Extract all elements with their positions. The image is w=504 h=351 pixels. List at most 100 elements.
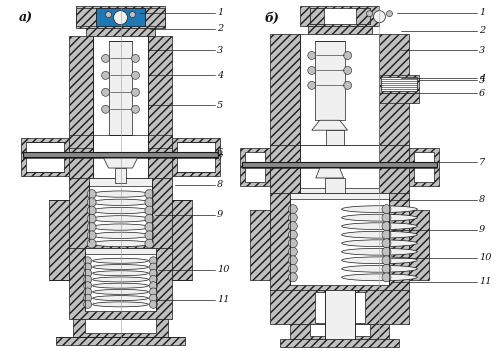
Text: 6: 6 <box>217 147 223 157</box>
Text: 1: 1 <box>479 8 485 17</box>
Bar <box>326 130 344 145</box>
Circle shape <box>308 81 316 90</box>
Circle shape <box>145 239 154 248</box>
Bar <box>96 8 146 26</box>
Bar <box>148 35 172 145</box>
Circle shape <box>382 273 391 282</box>
Bar <box>108 40 133 135</box>
Circle shape <box>149 282 157 290</box>
Text: 5: 5 <box>217 101 223 110</box>
Ellipse shape <box>342 214 417 221</box>
Circle shape <box>288 213 297 222</box>
Circle shape <box>288 264 297 273</box>
Circle shape <box>288 230 297 239</box>
Circle shape <box>87 231 96 240</box>
Ellipse shape <box>92 207 149 214</box>
Ellipse shape <box>342 257 417 264</box>
Text: 9: 9 <box>217 210 223 219</box>
Ellipse shape <box>92 191 149 197</box>
Bar <box>380 93 419 103</box>
Text: б): б) <box>265 12 280 25</box>
Bar <box>325 290 355 339</box>
Circle shape <box>288 205 297 214</box>
Circle shape <box>382 230 391 239</box>
Ellipse shape <box>93 265 148 270</box>
Circle shape <box>382 222 391 231</box>
Circle shape <box>145 206 154 215</box>
Bar <box>242 162 437 167</box>
Circle shape <box>87 206 96 215</box>
Bar <box>414 152 434 182</box>
Bar <box>315 292 364 323</box>
Bar <box>409 148 439 186</box>
Circle shape <box>288 247 297 256</box>
Text: 1: 1 <box>217 8 223 17</box>
Bar <box>310 8 324 24</box>
Circle shape <box>87 239 96 248</box>
Circle shape <box>84 282 92 290</box>
Bar <box>85 248 156 254</box>
Bar <box>310 324 369 336</box>
Bar <box>114 168 127 183</box>
Bar <box>356 8 369 24</box>
Circle shape <box>145 223 154 232</box>
Circle shape <box>84 263 92 271</box>
Circle shape <box>132 54 140 62</box>
Circle shape <box>87 214 96 223</box>
Text: 9: 9 <box>479 225 485 234</box>
Text: 4: 4 <box>217 71 223 80</box>
Bar <box>86 28 155 35</box>
Bar <box>409 210 429 280</box>
Circle shape <box>102 71 109 79</box>
Circle shape <box>113 11 128 25</box>
Ellipse shape <box>93 290 148 294</box>
Circle shape <box>84 300 92 308</box>
Circle shape <box>149 276 157 284</box>
Circle shape <box>145 190 154 199</box>
Ellipse shape <box>92 240 149 247</box>
Bar <box>172 200 192 280</box>
Bar <box>177 142 215 172</box>
Circle shape <box>132 71 140 79</box>
Text: 8: 8 <box>217 180 223 190</box>
Bar <box>270 193 409 290</box>
Text: 7: 7 <box>217 154 223 163</box>
Bar <box>23 152 218 157</box>
Circle shape <box>84 294 92 302</box>
Circle shape <box>382 256 391 265</box>
Bar <box>270 145 409 193</box>
Ellipse shape <box>342 274 417 281</box>
Circle shape <box>84 257 92 265</box>
Circle shape <box>130 12 136 18</box>
Circle shape <box>149 257 157 265</box>
Circle shape <box>382 239 391 248</box>
Circle shape <box>149 269 157 277</box>
Bar <box>300 188 380 193</box>
Circle shape <box>288 222 297 231</box>
Polygon shape <box>104 158 138 168</box>
Bar <box>26 142 64 172</box>
Circle shape <box>149 294 157 302</box>
Circle shape <box>308 52 316 59</box>
Bar <box>280 339 399 347</box>
Circle shape <box>288 273 297 282</box>
Ellipse shape <box>342 249 417 255</box>
Circle shape <box>132 88 140 96</box>
Ellipse shape <box>342 206 417 213</box>
Bar <box>270 290 409 324</box>
Text: 5: 5 <box>479 76 485 85</box>
Bar <box>300 145 380 193</box>
Bar <box>69 135 172 178</box>
Bar <box>69 178 172 248</box>
Text: 3: 3 <box>217 46 223 55</box>
Text: 6: 6 <box>479 89 485 98</box>
Text: 10: 10 <box>217 265 230 274</box>
Bar <box>93 135 148 178</box>
Circle shape <box>87 198 96 207</box>
Ellipse shape <box>93 271 148 276</box>
Bar <box>315 40 345 120</box>
Ellipse shape <box>92 224 149 230</box>
Ellipse shape <box>342 240 417 247</box>
Bar <box>290 193 390 199</box>
Ellipse shape <box>92 199 149 205</box>
